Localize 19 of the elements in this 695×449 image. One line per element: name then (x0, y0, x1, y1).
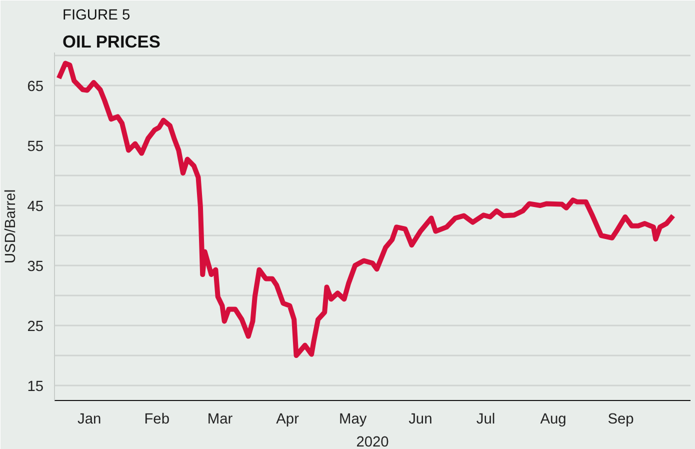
x-tick-label: Sep (608, 412, 634, 428)
x-axis-title: 2020 (356, 434, 389, 449)
y-tick-label: 55 (27, 139, 44, 155)
chart-title: OIL PRICES (62, 32, 160, 52)
y-axis-title: USD/Barrel (3, 189, 20, 264)
x-tick-label: Aug (540, 412, 566, 428)
y-tick-label: 15 (27, 379, 44, 395)
x-tick-label: Mar (207, 412, 233, 428)
x-tick-label: Jun (408, 412, 432, 428)
y-tick-label: 65 (27, 79, 44, 95)
x-tick-label: Feb (144, 412, 170, 428)
x-tick-label: Apr (276, 412, 300, 428)
y-tick-label: 45 (27, 199, 44, 215)
y-tick-label: 25 (27, 319, 44, 335)
y-tick-label: 35 (27, 259, 44, 275)
x-tick-label: Jul (476, 412, 496, 428)
x-tick-label: May (339, 412, 368, 428)
x-tick-label: Jan (78, 412, 102, 428)
chart-subtitle: FIGURE 5 (62, 8, 130, 24)
